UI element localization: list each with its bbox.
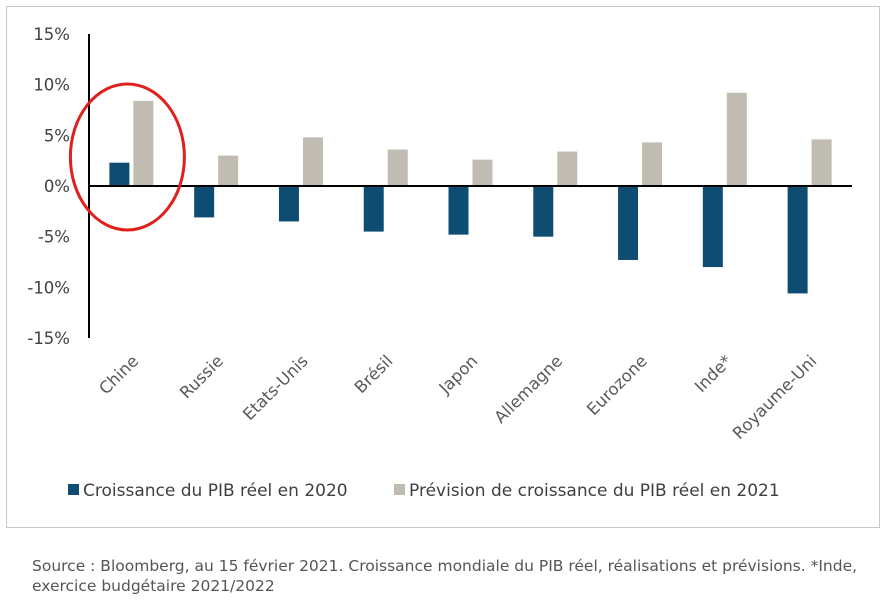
bar-2021-chine [133,100,154,186]
category-label: Brésil [351,351,397,397]
bar-2020-etats-unis [278,186,299,222]
bar-2021-royaume-uni [811,139,832,186]
legend-label-2020: Croissance du PIB réel en 2020 [83,481,348,501]
bar-2020-allemagne [533,186,554,237]
y-tick-label: 15% [33,25,70,44]
bar-2020-br-sil [363,186,384,232]
bar-2021-allemagne [557,151,578,186]
bar-2021-eurozone [642,142,663,186]
y-tick-label: 0% [44,177,70,196]
category-label: Royaume-Uni [729,351,821,443]
category-label: Japon [435,351,482,398]
y-tick-label: -15% [27,329,70,348]
category-label: Etats-Unis [239,351,312,424]
category-labels: Chine Russie Etats-Unis Brésil Japon Allemagn… [95,351,820,443]
bar-chart: 15% 10% 5% 0% -5% -10% -15% Chine Russie Etats-U… [27,25,852,501]
y-tick-label: -5% [38,228,70,247]
bar-2021-russie [218,155,239,186]
highlight-ellipse [68,82,186,232]
legend-label-2021: Prévision de croissance du PIB réel en 2… [409,481,780,501]
bar-2020-royaume-uni [787,186,808,294]
bar-2020-eurozone [618,186,639,260]
bar-2021-inde- [726,92,747,186]
bar-2020-russie [194,186,215,218]
bar-2020-japon [448,186,469,235]
category-label: Eurozone [583,351,651,419]
legend-swatch-2020 [68,484,79,495]
legend: Croissance du PIB réel en 2020 Prévision… [68,481,780,501]
y-tick-label: -10% [27,278,70,297]
bar-2021-br-sil [387,149,408,186]
bar-2020-chine [109,162,130,186]
source-note: Source : Bloomberg, au 15 février 2021. … [32,557,858,595]
category-label: Allemagne [491,351,567,427]
category-label: Inde* [691,351,736,396]
bar-2021-japon [472,159,493,186]
bars [109,92,832,294]
y-tick-label: 10% [33,76,70,95]
y-tick-label: 5% [44,126,70,145]
bar-2020-inde- [702,186,723,268]
legend-swatch-2021 [394,484,405,495]
bar-2021-etats-unis [302,137,323,186]
y-axis-ticks: 15% 10% 5% 0% -5% -10% -15% [27,25,70,348]
category-label: Russie [176,351,227,402]
category-label: Chine [95,351,142,398]
